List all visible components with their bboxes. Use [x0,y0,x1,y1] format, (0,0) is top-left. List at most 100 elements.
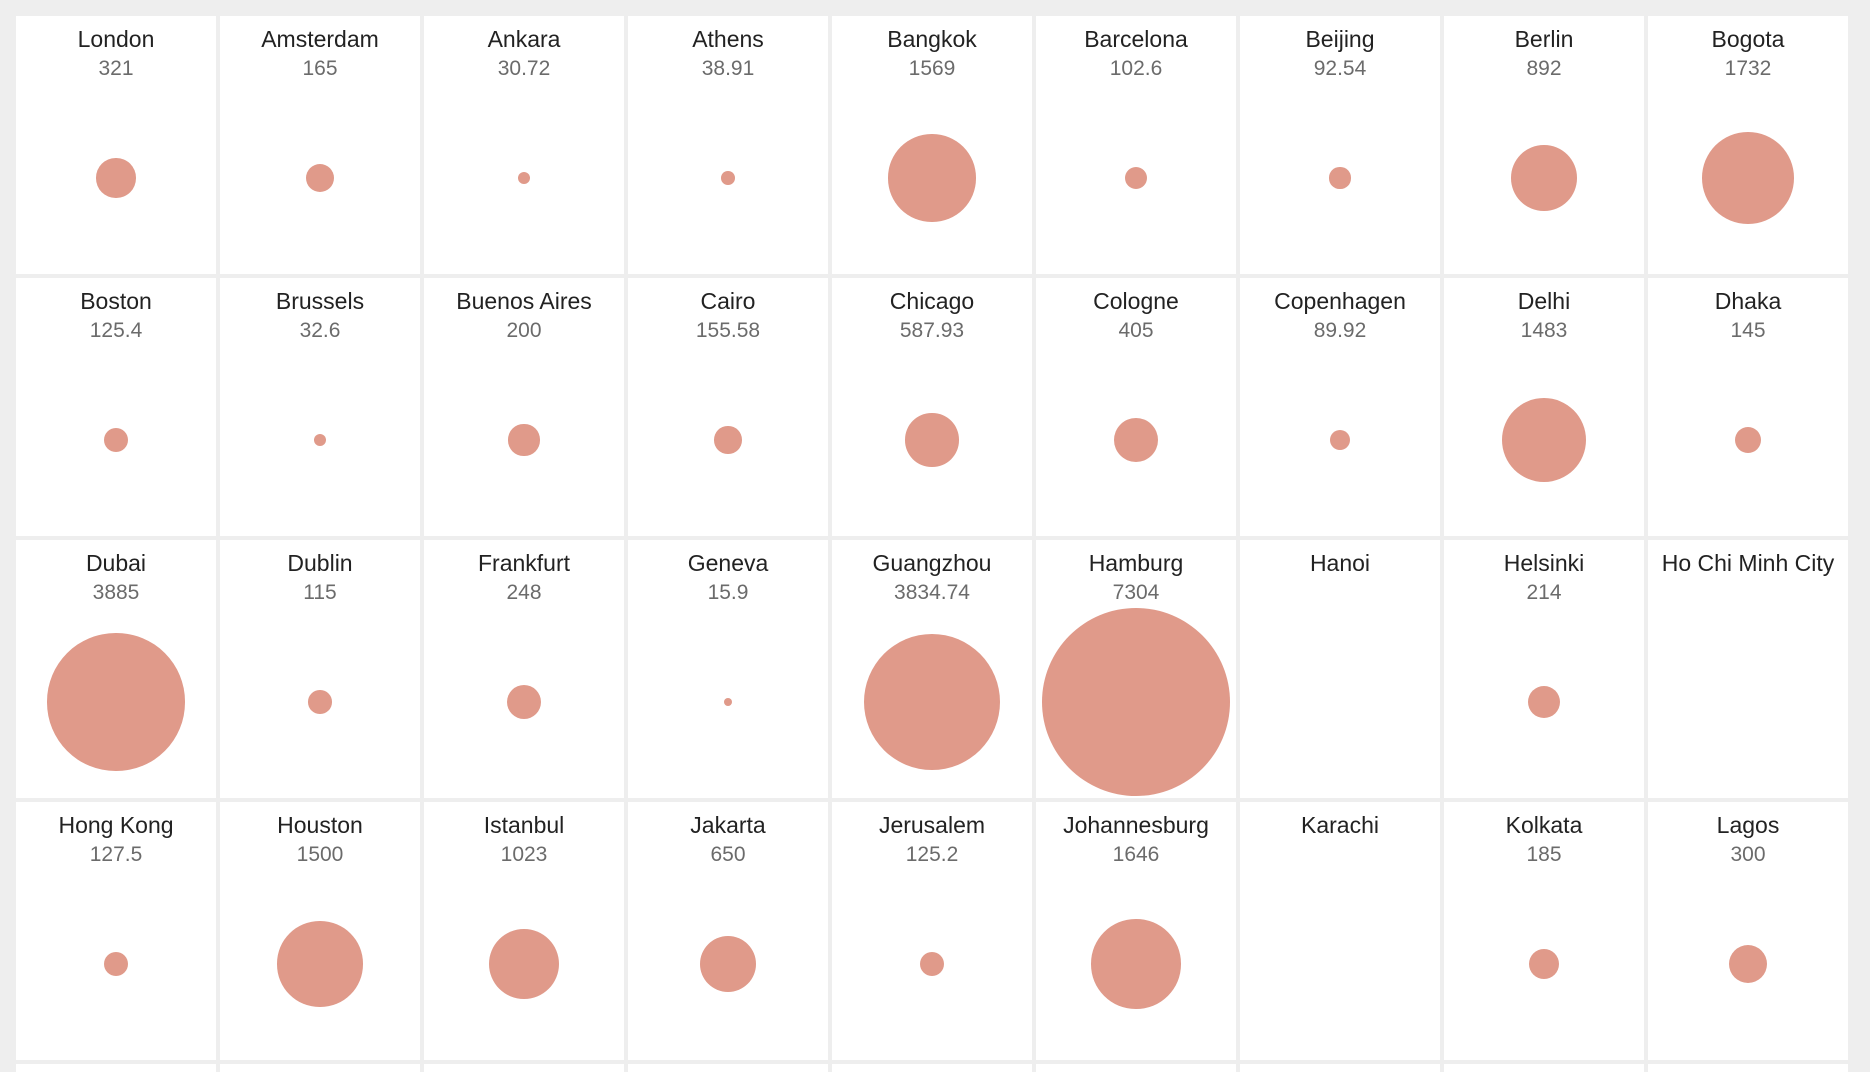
city-name-label: Brussels [275,288,365,314]
city-value-label: 145 [1730,319,1766,342]
city-name-label: Cairo [700,288,756,314]
city-name-label: Bangkok [887,26,977,52]
city-cell: Guangzhou 3834.74 [832,540,1032,798]
city-name-label: Houston [277,812,363,838]
value-bubble [47,633,185,771]
city-value-label: 3885 [92,581,140,604]
city-value-label: 892 [1526,57,1562,80]
city-cell: Cologne 405 [1036,278,1236,536]
city-name-label: Cologne [1093,288,1179,314]
city-value-label: 102.6 [1109,57,1163,80]
value-bubble [1113,417,1159,463]
city-cell: Buenos Aires 200 [424,278,624,536]
city-value-label: 185 [1526,843,1562,866]
value-bubble [699,935,757,993]
city-name-label: Hanoi [1309,550,1371,576]
city-cell: Berlin 892 [1444,16,1644,274]
value-bubble [1501,397,1587,483]
value-bubble [506,684,542,720]
city-value-label: 32.6 [299,319,341,342]
city-cell: Bangkok 1569 [832,16,1032,274]
city-name-label: Boston [80,288,152,314]
value-bubble [1124,166,1148,190]
city-cell: Kolkata 185 [1444,802,1644,1060]
value-bubble [888,134,976,222]
city-value-label: 127.5 [89,843,143,866]
value-bubble [96,158,136,198]
city-cell [1240,1064,1440,1072]
value-bubble [277,921,363,1007]
city-cell [832,1064,1032,1072]
city-value-label: 115 [303,581,337,604]
value-bubble [905,413,959,467]
city-name-label: Barcelona [1084,26,1188,52]
city-name-label: Karachi [1301,812,1379,838]
city-name-label: Kolkata [1505,812,1583,838]
value-bubble [1329,167,1351,189]
city-cell: Jerusalem 125.2 [832,802,1032,1060]
city-cell: Karachi [1240,802,1440,1060]
city-cell: Houston 1500 [220,802,420,1060]
value-bubble [488,928,560,1000]
city-name-label: Berlin [1514,26,1574,52]
value-bubble [1702,132,1794,224]
city-cell: Ho Chi Minh City [1648,540,1848,798]
city-cell: Dublin 115 [220,540,420,798]
city-cell: Brussels 32.6 [220,278,420,536]
city-cell: Jakarta 650 [628,802,828,1060]
city-cell [1444,1064,1644,1072]
city-value-label: 7304 [1112,581,1160,604]
city-name-label: Guangzhou [872,550,992,576]
city-value-label: 300 [1730,843,1766,866]
city-cell [220,1064,420,1072]
value-bubble [723,697,733,707]
city-cell [628,1064,828,1072]
city-cell [16,1064,216,1072]
city-name-label: Dhaka [1714,288,1782,314]
city-cell: Frankfurt 248 [424,540,624,798]
city-name-label: Bogota [1711,26,1785,52]
city-name-label: Beijing [1305,26,1375,52]
city-name-label: Hamburg [1088,550,1184,576]
city-value-label: 89.92 [1313,319,1367,342]
city-name-label: Frankfurt [477,550,571,576]
value-bubble [714,426,742,454]
value-bubble [919,951,945,977]
city-name-label: Jerusalem [878,812,986,838]
city-value-label: 1646 [1112,843,1160,866]
city-value-label: 155.58 [695,319,761,342]
city-cell: Boston 125.4 [16,278,216,536]
city-value-label: 321 [98,57,134,80]
city-cell: Athens 38.91 [628,16,828,274]
value-bubble [103,427,129,453]
city-value-label: 650 [710,843,746,866]
city-cell: Hanoi [1240,540,1440,798]
city-cell: Helsinki 214 [1444,540,1644,798]
city-value-label: 587.93 [899,319,965,342]
city-name-label: Chicago [889,288,975,314]
city-name-label: Istanbul [483,812,565,838]
city-cell: Dubai 3885 [16,540,216,798]
city-name-label: Buenos Aires [456,288,592,314]
city-cell: Bogota 1732 [1648,16,1848,274]
value-bubble [1728,944,1768,984]
city-cell: Chicago 587.93 [832,278,1032,536]
city-value-label: 38.91 [701,57,755,80]
city-cell: London 321 [16,16,216,274]
value-bubble [1042,608,1230,796]
city-cell: Hong Kong 127.5 [16,802,216,1060]
city-name-label: Delhi [1517,288,1571,314]
value-bubble [1527,685,1561,719]
city-value-label: 214 [1526,581,1562,604]
city-cell: Hamburg 7304 [1036,540,1236,798]
city-name-label: Ho Chi Minh City [1661,550,1835,576]
value-bubble [1091,919,1181,1009]
value-bubble [1329,429,1351,451]
city-name-label: Helsinki [1503,550,1585,576]
city-name-label: Ankara [487,26,561,52]
value-bubble [103,951,129,977]
city-cell: Ankara 30.72 [424,16,624,274]
value-bubble [1529,949,1559,979]
city-cell: Cairo 155.58 [628,278,828,536]
city-cell: Johannesburg 1646 [1036,802,1236,1060]
